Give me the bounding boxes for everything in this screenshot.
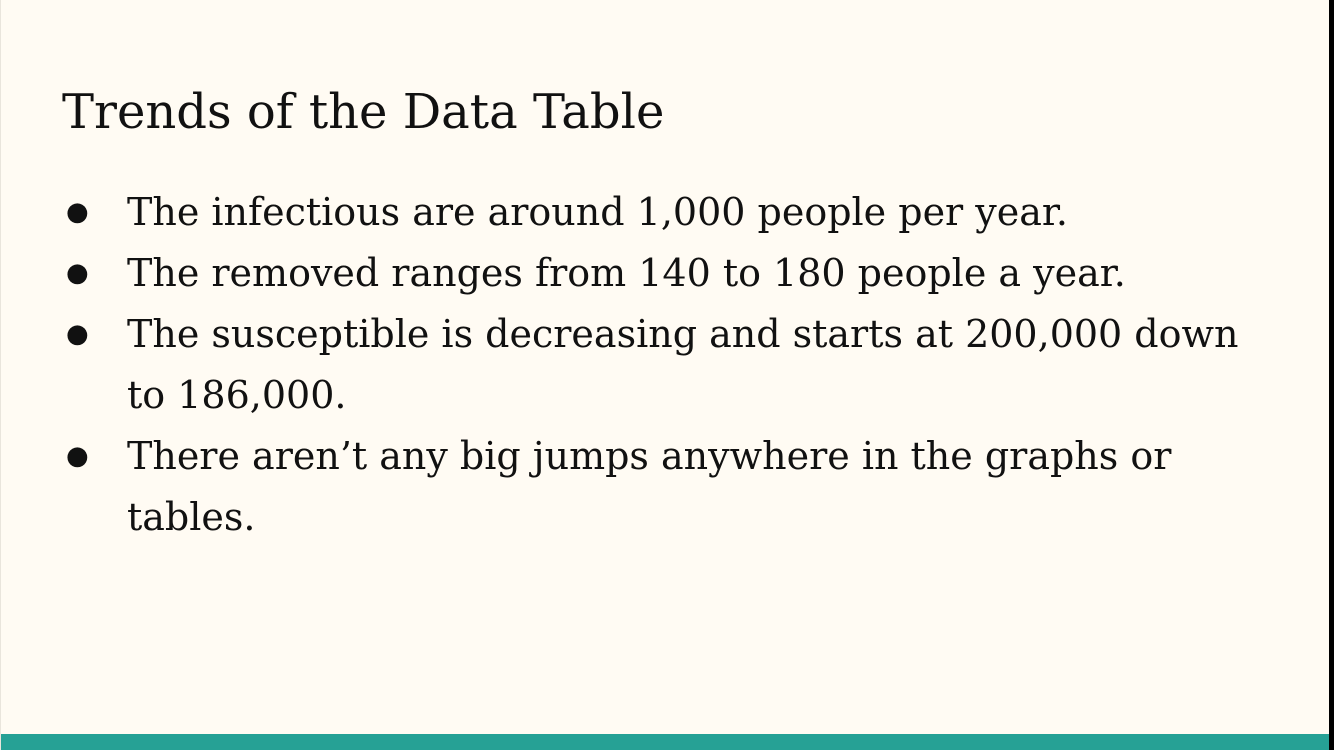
bullet-dot-icon: ● <box>66 319 89 349</box>
bullet-dot-icon: ● <box>66 441 89 471</box>
bullet-dot-icon: ● <box>66 197 89 227</box>
bullet-text-infectious: The infectious are around 1,000 people p… <box>127 190 1068 234</box>
bullet-list: ● The infectious are around 1,000 people… <box>1 182 1329 548</box>
bullet-item-jumps: ● There aren’t any big jumps anywhere in… <box>1 426 1257 548</box>
bullet-dot-icon: ● <box>66 258 89 288</box>
accent-bar <box>1 734 1329 750</box>
bullet-text-jumps: There aren’t any big jumps anywhere in t… <box>127 434 1172 539</box>
bullet-item-removed: ● The removed ranges from 140 to 180 peo… <box>1 243 1257 304</box>
bullet-text-removed: The removed ranges from 140 to 180 peopl… <box>127 251 1126 295</box>
slide-title: Trends of the Data Table <box>62 84 665 140</box>
bullet-item-infectious: ● The infectious are around 1,000 people… <box>1 182 1257 243</box>
bullet-text-susceptible: The susceptible is decreasing and starts… <box>127 312 1239 417</box>
bullet-item-susceptible: ● The susceptible is decreasing and star… <box>1 304 1257 426</box>
